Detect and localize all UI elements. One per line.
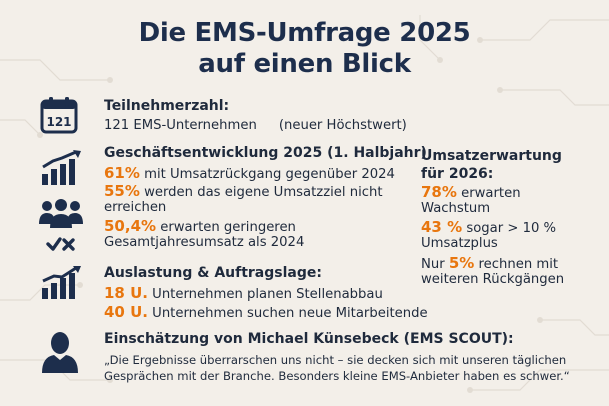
people-group-icon	[39, 199, 83, 228]
development-item-2-value: 55%	[104, 182, 140, 200]
capacity-item-1-value: 18 U.	[104, 284, 148, 302]
person-silhouette-icon	[42, 332, 78, 373]
forecast-item-2: 43 % sogar > 10 %	[421, 218, 556, 238]
forecast-item-3-value: 5%	[448, 254, 475, 272]
forecast-heading-2: für 2026:	[421, 166, 494, 182]
capacity-item-1: 18 U. Unternehmen planen Stellenabbau	[104, 284, 383, 304]
page-title: Die EMS-Umfrage 2025 auf einen Blick	[0, 18, 609, 80]
development-item-3-text: erwarten geringeren	[156, 220, 296, 235]
capacity-heading: Auslastung & Auftragslage:	[104, 265, 322, 281]
development-item-1-value: 61%	[104, 164, 140, 182]
development-item-1: 61% mit Umsatzrückgang gegenüber 2024	[104, 164, 395, 184]
title-line-1: Die EMS-Umfrage 2025	[138, 18, 471, 48]
development-item-3-value: 50,4%	[104, 217, 157, 235]
participants-value-line: 121 EMS-Unternehmen (neuer Höchstwert)	[104, 117, 407, 135]
development-item-1-text: mit Umsatzrückgang gegenüber 2024	[139, 167, 395, 182]
development-heading: Geschäftsentwicklung 2025 (1. Halbjahr):	[104, 145, 433, 161]
participants-heading: Teilnehmerzahl:	[104, 98, 230, 114]
bar-chart-trend-icon	[42, 266, 81, 299]
forecast-item-3: Nur 5% rechnen mit	[421, 254, 558, 274]
development-item-3: 50,4% erwarten geringeren	[104, 217, 296, 237]
forecast-item-3-text: rechnen mit	[474, 257, 559, 272]
check-cross-icon	[46, 237, 75, 251]
forecast-item-3-prefix: Nur	[421, 257, 449, 272]
title-line-2: auf einen Blick	[198, 49, 411, 79]
participants-note: (neuer Höchstwert)	[278, 118, 407, 133]
forecast-item-1: 78% erwarten	[421, 183, 521, 203]
forecast-item-2-text: sogar > 10 %	[462, 221, 557, 236]
forecast-item-2-cont: Umsatzplus	[421, 236, 498, 251]
development-item-3-cont: Gesamtjahresumsatz als 2024	[104, 235, 305, 250]
participants-value: 121 EMS-Unternehmen	[104, 118, 257, 133]
forecast-item-1-value: 78%	[421, 183, 457, 201]
forecast-item-3-cont: weiteren Rückgängen	[421, 272, 565, 287]
capacity-item-2-text: Unternehmen suchen neue Mitarbeitende	[147, 306, 428, 321]
calendar-icon: 121	[40, 97, 78, 134]
calendar-number: 121	[46, 115, 71, 129]
capacity-item-2: 40 U. Unternehmen suchen neue Mitarbeite…	[104, 303, 428, 323]
capacity-item-1-text: Unternehmen planen Stellenabbau	[147, 287, 383, 302]
capacity-item-2-value: 40 U.	[104, 303, 148, 321]
growth-bar-chart-icon	[42, 150, 81, 185]
forecast-heading-1: Umsatzerwartung	[421, 148, 562, 164]
development-item-2: 55% werden das eigene Umsatzziel nicht	[104, 182, 383, 202]
forecast-item-1-text: erwarten	[456, 186, 521, 201]
development-item-2-cont: erreichen	[104, 200, 167, 215]
assessment-heading: Einschätzung von Michael Künsebeck (EMS …	[104, 331, 514, 347]
forecast-item-2-value: 43 %	[421, 218, 463, 236]
assessment-quote-line-1: „Die Ergebnisse überrarschen uns nicht –…	[104, 353, 567, 367]
forecast-item-1-cont: Wachstum	[421, 201, 491, 216]
development-item-2-text: werden das eigene Umsatzziel nicht	[139, 185, 383, 200]
assessment-quote-line-2: Gesprächen mit der Branche. Besonders kl…	[104, 369, 570, 383]
